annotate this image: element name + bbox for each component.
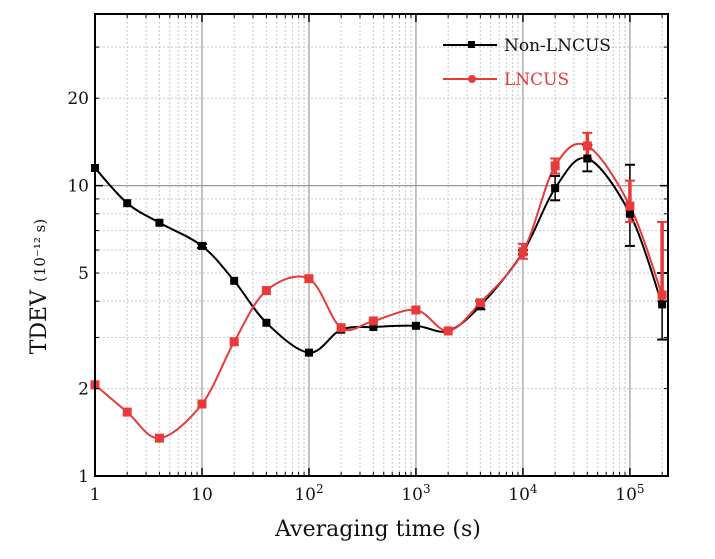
data-point-lncus bbox=[229, 337, 239, 347]
x-axis-title: Averaging time (s) bbox=[274, 517, 481, 542]
data-point-non-lncus bbox=[262, 318, 271, 327]
x-tick-label: 105 bbox=[615, 482, 644, 505]
series-line-lncus bbox=[94, 142, 664, 440]
plot-frame bbox=[94, 13, 669, 477]
data-point-non-lncus bbox=[369, 322, 378, 331]
data-point-lncus bbox=[154, 433, 164, 443]
x-tick-label: 104 bbox=[508, 482, 538, 505]
data-point-lncus bbox=[443, 326, 453, 336]
data-point-lncus bbox=[122, 407, 132, 417]
data-point-lncus bbox=[550, 161, 560, 171]
x-tick-label-exponent: 2 bbox=[316, 482, 324, 496]
y-axis-title-main: TDEV bbox=[27, 289, 52, 354]
x-tick-label: 102 bbox=[294, 482, 323, 505]
data-point-lncus bbox=[411, 305, 421, 315]
data-point-non-lncus bbox=[123, 199, 132, 208]
legend-item-lncus: LNCUS bbox=[443, 70, 569, 90]
data-point-non-lncus bbox=[230, 276, 239, 285]
data-point-lncus bbox=[368, 316, 378, 326]
x-tick-label-base: 10 bbox=[294, 485, 316, 505]
data-point-non-lncus bbox=[583, 154, 592, 163]
legend-marker-non-lncus bbox=[468, 41, 475, 48]
legend-item-non-lncus: Non-LNCUS bbox=[443, 36, 611, 56]
curves bbox=[94, 142, 664, 440]
data-point-non-lncus bbox=[658, 300, 667, 309]
data-point-lncus bbox=[625, 201, 635, 211]
x-tick-label-exponent: 3 bbox=[423, 482, 431, 496]
x-tick-label: 103 bbox=[401, 482, 430, 505]
data-point-non-lncus bbox=[411, 321, 420, 330]
data-point-non-lncus bbox=[197, 241, 206, 250]
y-axis-title-unit: (10⁻¹² s) bbox=[31, 219, 49, 282]
data-point-non-lncus bbox=[551, 184, 560, 193]
axis-ticks bbox=[94, 14, 668, 476]
data-point-lncus bbox=[475, 298, 485, 308]
x-tick-label-base: 10 bbox=[615, 485, 637, 505]
y-tick-label: 2 bbox=[78, 380, 89, 400]
x-tick-label: 10 bbox=[191, 485, 213, 505]
data-point-lncus bbox=[518, 247, 528, 257]
legend-label-lncus: LNCUS bbox=[504, 70, 569, 90]
x-tick-label-base: 10 bbox=[191, 485, 213, 505]
y-tick-label: 1 bbox=[78, 467, 89, 487]
data-point-non-lncus bbox=[155, 218, 164, 227]
data-point-lncus bbox=[336, 323, 346, 333]
data-point-non-lncus bbox=[625, 209, 634, 218]
data-point-non-lncus bbox=[304, 348, 313, 357]
data-point-lncus bbox=[261, 286, 271, 296]
x-tick-label-exponent: 4 bbox=[530, 482, 538, 496]
data-point-lncus bbox=[582, 141, 592, 151]
grid bbox=[94, 14, 668, 476]
x-tick-label: 1 bbox=[90, 485, 101, 505]
y-tick-labels: 1 2 5 10 20 bbox=[67, 89, 89, 487]
y-tick-label: 10 bbox=[67, 177, 89, 197]
x-tick-label-base: 10 bbox=[508, 485, 530, 505]
data-point-lncus bbox=[197, 399, 207, 409]
x-tick-label-base: 1 bbox=[90, 485, 101, 505]
data-point-lncus bbox=[657, 290, 667, 300]
x-tick-label-base: 10 bbox=[401, 485, 423, 505]
x-tick-labels: 1 10 102 103 104 105 bbox=[90, 482, 645, 505]
legend-label-non-lncus: Non-LNCUS bbox=[504, 36, 611, 56]
y-tick-label: 5 bbox=[78, 264, 89, 284]
x-tick-label-exponent: 5 bbox=[637, 482, 645, 496]
y-tick-label: 20 bbox=[67, 89, 89, 109]
legend-marker-lncus bbox=[468, 75, 476, 83]
series-line-non-lncus bbox=[94, 156, 664, 354]
markers bbox=[90, 141, 667, 443]
legend: Non-LNCUS LNCUS bbox=[443, 36, 611, 90]
y-axis-title: TDEV (10⁻¹² s) bbox=[27, 219, 52, 354]
data-point-lncus bbox=[304, 274, 314, 284]
